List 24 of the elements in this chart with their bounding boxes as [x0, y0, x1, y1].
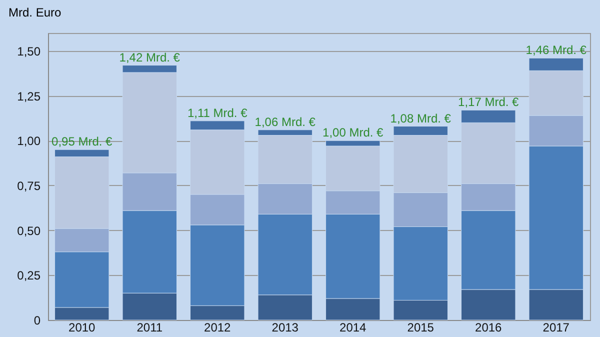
- total-label: 1,08 Mrd. €: [390, 111, 452, 126]
- x-tick-label: 2013: [272, 320, 299, 334]
- x-tick-label: 2011: [136, 320, 163, 334]
- x-tick-label: 2016: [475, 320, 502, 334]
- x-tick-label: 2017: [542, 320, 570, 334]
- x-tick-label: 2012: [204, 320, 232, 334]
- total-label: 0,95 Mrd. €: [52, 134, 113, 149]
- total-label: 1,00 Mrd. €: [322, 126, 384, 140]
- y-tick-label: 0,75: [17, 178, 41, 193]
- y-tick-label: 0,25: [17, 268, 41, 283]
- y-axis-title: Mrd. Euro: [8, 6, 62, 20]
- y-tick-label: 1,00: [17, 134, 41, 148]
- total-label: 1,46 Mrd. €: [526, 43, 587, 58]
- x-tick-label: 2010: [68, 320, 96, 334]
- y-tick-label: 1,50: [17, 44, 41, 58]
- total-label: 1,11 Mrd. €: [187, 106, 248, 120]
- x-tick-label: 2014: [340, 320, 367, 334]
- total-label: 1,17 Mrd. €: [458, 95, 520, 110]
- y-tick-label: 0,50: [17, 224, 41, 238]
- y-tick-label: 0: [34, 314, 41, 328]
- x-tick-label: 2015: [407, 320, 434, 334]
- total-label: 1,42 Mrd. €: [119, 50, 180, 64]
- y-tick-label: 1,25: [17, 89, 41, 104]
- total-label: 1,06 Mrd. €: [254, 114, 316, 129]
